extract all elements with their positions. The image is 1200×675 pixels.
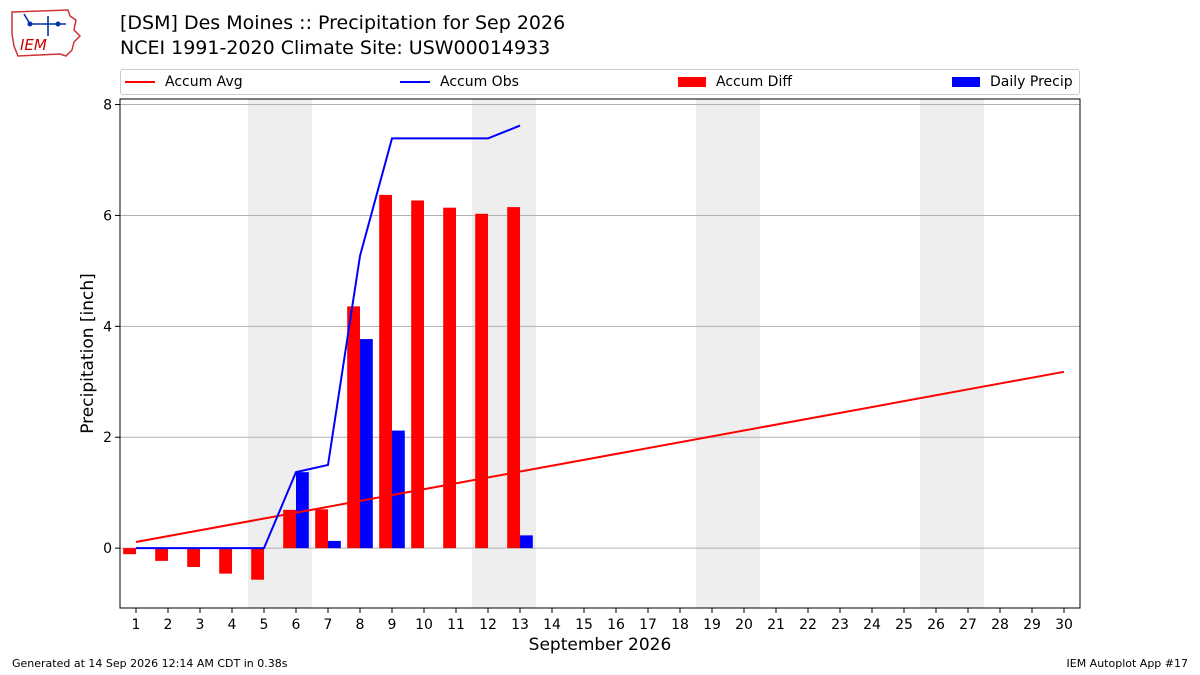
x-tick-label: 30 <box>1055 617 1073 633</box>
accum-diff-bar <box>475 213 488 549</box>
accum-diff-bar <box>379 194 392 549</box>
weekend-shade <box>920 99 984 608</box>
x-tick-label: 19 <box>703 617 721 633</box>
legend-label-accum-avg: Accum Avg <box>165 74 243 90</box>
accum-diff-bar <box>315 509 328 549</box>
x-tick-label: 2 <box>164 617 173 633</box>
x-tick-label: 25 <box>895 617 913 633</box>
daily-precip-bar <box>360 339 373 549</box>
x-tick-label: 16 <box>607 617 625 633</box>
x-tick-label: 1 <box>132 617 141 633</box>
x-axis-label: September 2026 <box>529 635 672 655</box>
x-tick-label: 13 <box>511 617 529 633</box>
legend-accum-diff: Accum Diff <box>678 73 792 91</box>
legend-swatch-accum-avg <box>125 81 155 83</box>
x-tick-label: 18 <box>671 617 689 633</box>
x-tick-label: 8 <box>356 617 365 633</box>
accum-diff-bar <box>443 207 456 549</box>
x-tick-label: 11 <box>447 617 465 633</box>
x-tick-label: 23 <box>831 617 849 633</box>
y-tick-label: 8 <box>103 98 112 114</box>
x-tick-label: 3 <box>196 617 205 633</box>
daily-precip-bar <box>328 540 341 549</box>
legend-accum-avg: Accum Avg <box>125 73 243 91</box>
x-tick-label: 27 <box>959 617 977 633</box>
x-tick-label: 10 <box>415 617 433 633</box>
accum-diff-bar <box>155 548 168 561</box>
x-tick-label: 15 <box>575 617 593 633</box>
x-tick-label: 6 <box>292 617 301 633</box>
legend-swatch-accum-obs <box>400 81 430 83</box>
accum-diff-bar <box>347 306 360 549</box>
accum-obs-line <box>136 124 521 550</box>
autoplot-app-label: IEM Autoplot App #17 <box>1066 657 1189 670</box>
x-tick-label: 7 <box>324 617 333 633</box>
x-tick-label: 26 <box>927 617 945 633</box>
accum-diff-bar <box>507 207 520 549</box>
accum-diff-bar <box>283 509 296 549</box>
y-tick-label: 4 <box>103 319 112 335</box>
legend-label-accum-obs: Accum Obs <box>440 74 519 90</box>
legend-label-accum-diff: Accum Diff <box>716 74 793 90</box>
x-tick-label: 5 <box>260 617 269 633</box>
x-tick-label: 20 <box>735 617 753 633</box>
legend-label-daily-precip: Daily Precip <box>990 74 1073 90</box>
daily-precip-bar <box>392 430 405 549</box>
x-tick-label: 14 <box>543 617 561 633</box>
accum-diff-bar <box>219 548 232 574</box>
accum-diff-bar <box>187 548 200 567</box>
legend-daily-precip: Daily Precip <box>952 73 1073 91</box>
x-tick-label: 29 <box>1023 617 1041 633</box>
y-axis-label: Precipitation [inch] <box>78 273 98 434</box>
weekend-shade <box>696 99 760 608</box>
chart-subtitle: NCEI 1991-2020 Climate Site: USW00014933 <box>120 37 551 59</box>
x-tick-label: 17 <box>639 617 657 633</box>
accum-diff-bar <box>411 200 424 549</box>
accum-diff-bar <box>251 548 264 580</box>
daily-precip-bar <box>296 472 309 549</box>
svg-text:IEM: IEM <box>20 36 47 54</box>
x-tick-label: 12 <box>479 617 497 633</box>
chart-title: [DSM] Des Moines :: Precipitation for Se… <box>120 12 566 34</box>
legend-swatch-daily-precip <box>952 77 980 87</box>
x-tick-label: 24 <box>863 617 881 633</box>
y-tick-label: 0 <box>103 541 112 557</box>
iem-logo: IEM <box>11 9 82 57</box>
x-tick-label: 22 <box>799 617 817 633</box>
legend-accum-obs: Accum Obs <box>400 73 519 91</box>
plot-frame <box>119 98 1081 609</box>
chart-legend: Accum Avg Accum Obs Accum Diff Daily Pre… <box>120 69 1080 95</box>
x-tick-label: 21 <box>767 617 785 633</box>
legend-swatch-accum-diff <box>678 77 706 87</box>
y-tick-label: 2 <box>103 430 112 446</box>
y-tick-label: 6 <box>103 208 112 224</box>
x-tick-label: 9 <box>388 617 397 633</box>
x-tick-label: 28 <box>991 617 1009 633</box>
generated-timestamp: Generated at 14 Sep 2026 12:14 AM CDT in… <box>12 657 288 670</box>
x-tick-label: 4 <box>228 617 237 633</box>
accum-avg-line <box>135 370 1065 544</box>
daily-precip-bar <box>520 535 533 549</box>
accum-diff-bar <box>123 548 136 555</box>
